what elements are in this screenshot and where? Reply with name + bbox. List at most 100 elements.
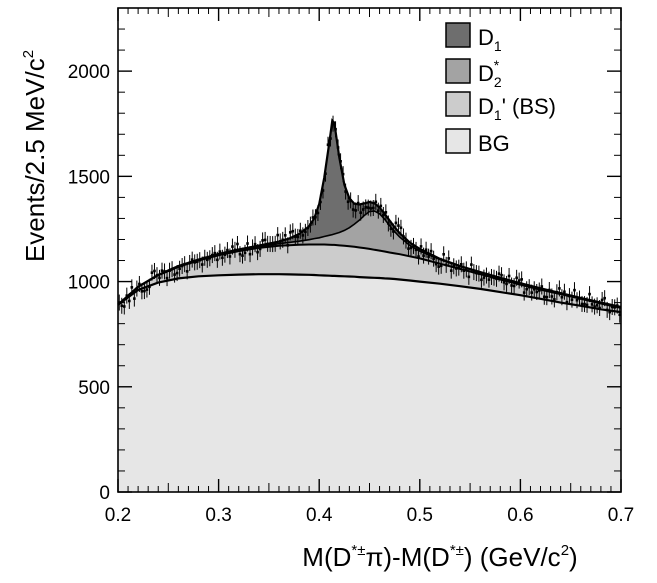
- data-point: [490, 275, 493, 279]
- data-point: [485, 274, 488, 277]
- data-point: [500, 273, 503, 277]
- data-point: [389, 227, 393, 231]
- data-point: [281, 238, 285, 242]
- data-point: [261, 239, 264, 242]
- data-point: [299, 229, 302, 233]
- d1prime-bs-area: [118, 244, 621, 313]
- data-point: [434, 262, 438, 266]
- data-point: [578, 297, 581, 300]
- data-point: [583, 302, 586, 306]
- data-point: [603, 296, 606, 300]
- data-point: [379, 204, 383, 208]
- legend-swatch-d2: [445, 58, 471, 84]
- data-point: [495, 277, 498, 281]
- data-point: [522, 291, 526, 294]
- data-point: [266, 242, 269, 246]
- data-point: [525, 287, 528, 291]
- data-point: [251, 246, 254, 249]
- data-point: [575, 298, 579, 302]
- data-point: [258, 247, 262, 251]
- data-point: [530, 291, 534, 294]
- data-point: [311, 216, 315, 219]
- data-point: [424, 248, 428, 252]
- data-point: [153, 269, 156, 273]
- data-point: [492, 276, 496, 279]
- data-point: [600, 298, 604, 302]
- legend-item-d2: D2*: [445, 57, 502, 90]
- data-point: [610, 305, 614, 309]
- data-point: [344, 190, 347, 193]
- data-point: [515, 276, 518, 280]
- x-tick-label: 0.4: [306, 505, 333, 526]
- data-point: [412, 244, 415, 248]
- plot-area: [118, 120, 621, 492]
- data-point: [497, 272, 501, 275]
- d2star-area: [118, 211, 621, 308]
- data-point: [228, 255, 232, 258]
- data-point: [193, 261, 197, 264]
- data-point: [545, 295, 549, 299]
- data-point: [316, 211, 320, 215]
- data-point: [454, 267, 458, 270]
- y-tick-label: 0: [99, 483, 110, 504]
- data-point: [593, 305, 596, 308]
- data-point: [590, 303, 594, 306]
- data-point: [238, 252, 242, 256]
- data-point: [598, 306, 601, 310]
- data-point: [563, 290, 566, 294]
- legend-item-d1: D1: [445, 22, 502, 54]
- data-point: [447, 257, 451, 260]
- data-point: [226, 248, 229, 252]
- data-point: [457, 266, 461, 269]
- data-point: [319, 200, 322, 204]
- data-point: [520, 278, 523, 281]
- data-point: [231, 245, 234, 248]
- x-tick-label: 0.2: [105, 505, 131, 526]
- data-point: [253, 242, 257, 246]
- data-point: [459, 262, 463, 266]
- data-point: [452, 264, 456, 268]
- data-point: [414, 248, 418, 252]
- data-point: [309, 223, 312, 226]
- data-point: [465, 268, 468, 271]
- data-point: [236, 242, 239, 246]
- bg-area: [118, 274, 621, 492]
- data-point: [155, 273, 159, 277]
- data-point: [429, 249, 433, 253]
- data-point: [341, 172, 345, 176]
- data-point: [170, 267, 174, 271]
- data-point: [329, 137, 332, 140]
- data-point: [462, 269, 466, 273]
- data-point: [248, 252, 252, 256]
- data-point: [218, 250, 222, 253]
- data-point: [555, 290, 559, 294]
- data-point: [532, 287, 536, 291]
- x-tick-label: 0.6: [507, 505, 533, 526]
- y-tick-label: 500: [78, 378, 110, 399]
- data-point: [324, 172, 327, 175]
- data-point: [502, 281, 506, 284]
- data-point: [233, 248, 237, 252]
- y-tick-label: 2000: [68, 62, 110, 83]
- data-point: [304, 230, 307, 234]
- data-point: [369, 207, 373, 210]
- legend-item-d1p: D1' (BS): [445, 91, 556, 123]
- data-point: [321, 189, 325, 192]
- data-point: [205, 258, 209, 262]
- data-point: [356, 201, 360, 205]
- data-point: [507, 274, 511, 278]
- data-point: [535, 290, 539, 294]
- data-point: [399, 226, 403, 230]
- data-point: [542, 295, 546, 299]
- data-point: [133, 297, 136, 300]
- data-point: [183, 262, 186, 266]
- data-point: [359, 211, 362, 214]
- x-tick-label: 0.5: [407, 505, 433, 526]
- data-point: [487, 278, 491, 281]
- data-point: [570, 298, 574, 301]
- data-point: [283, 234, 287, 237]
- data-point: [512, 284, 516, 288]
- data-point: [439, 264, 443, 268]
- data-point: [397, 224, 400, 227]
